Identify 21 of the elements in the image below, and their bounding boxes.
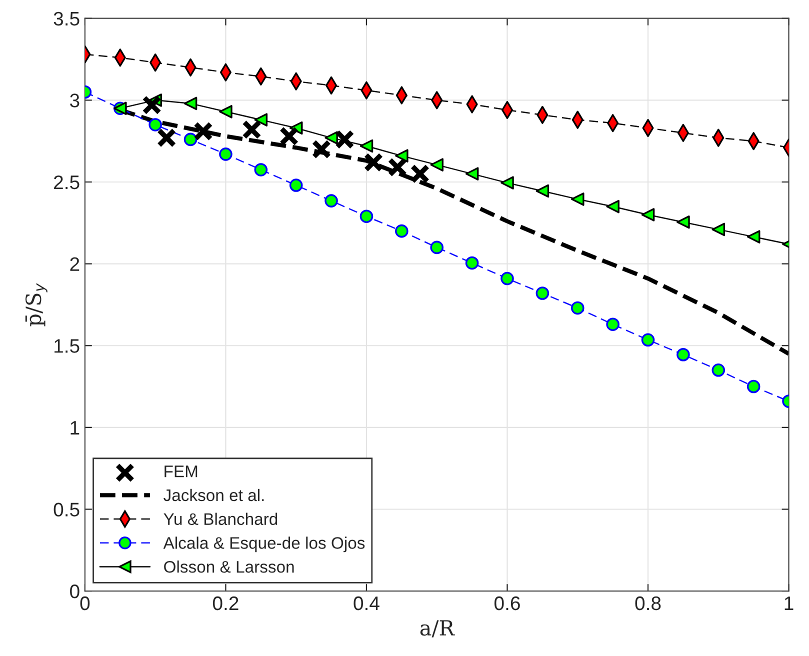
- legend-label: FEM: [164, 466, 198, 478]
- legend-label: Alcala & Esque-de los Ojos: [163, 536, 365, 552]
- legend-label: Yu & Blanchard: [164, 512, 278, 526]
- x-tick-label: 0.8: [635, 596, 661, 610]
- x-tick-label: 0.2: [212, 596, 238, 610]
- x-tick-label: 0.6: [494, 596, 520, 610]
- x-tick-label: 1: [784, 596, 794, 610]
- y-axis-title: p̄/S$_{y}$: [25, 283, 48, 326]
- y-tick-label: 0: [70, 584, 80, 598]
- legend-label: Jackson et al.: [164, 488, 264, 502]
- y-tick-label: 1: [70, 421, 80, 434]
- y-tick-label: 2.5: [54, 175, 80, 190]
- y-tick-label: 3: [70, 94, 80, 108]
- y-tick-label: 1.5: [54, 339, 80, 353]
- x-tick-label: 0.4: [354, 596, 380, 610]
- legend-label: Olsson & Larsson: [164, 560, 294, 573]
- x-axis-title: a/R: [420, 620, 455, 638]
- y-tick-label: 0.5: [54, 502, 80, 516]
- y-tick-label: 3.5: [54, 12, 80, 26]
- y-tick-label: 2: [70, 257, 80, 271]
- x-tick-label: 0: [80, 596, 90, 610]
